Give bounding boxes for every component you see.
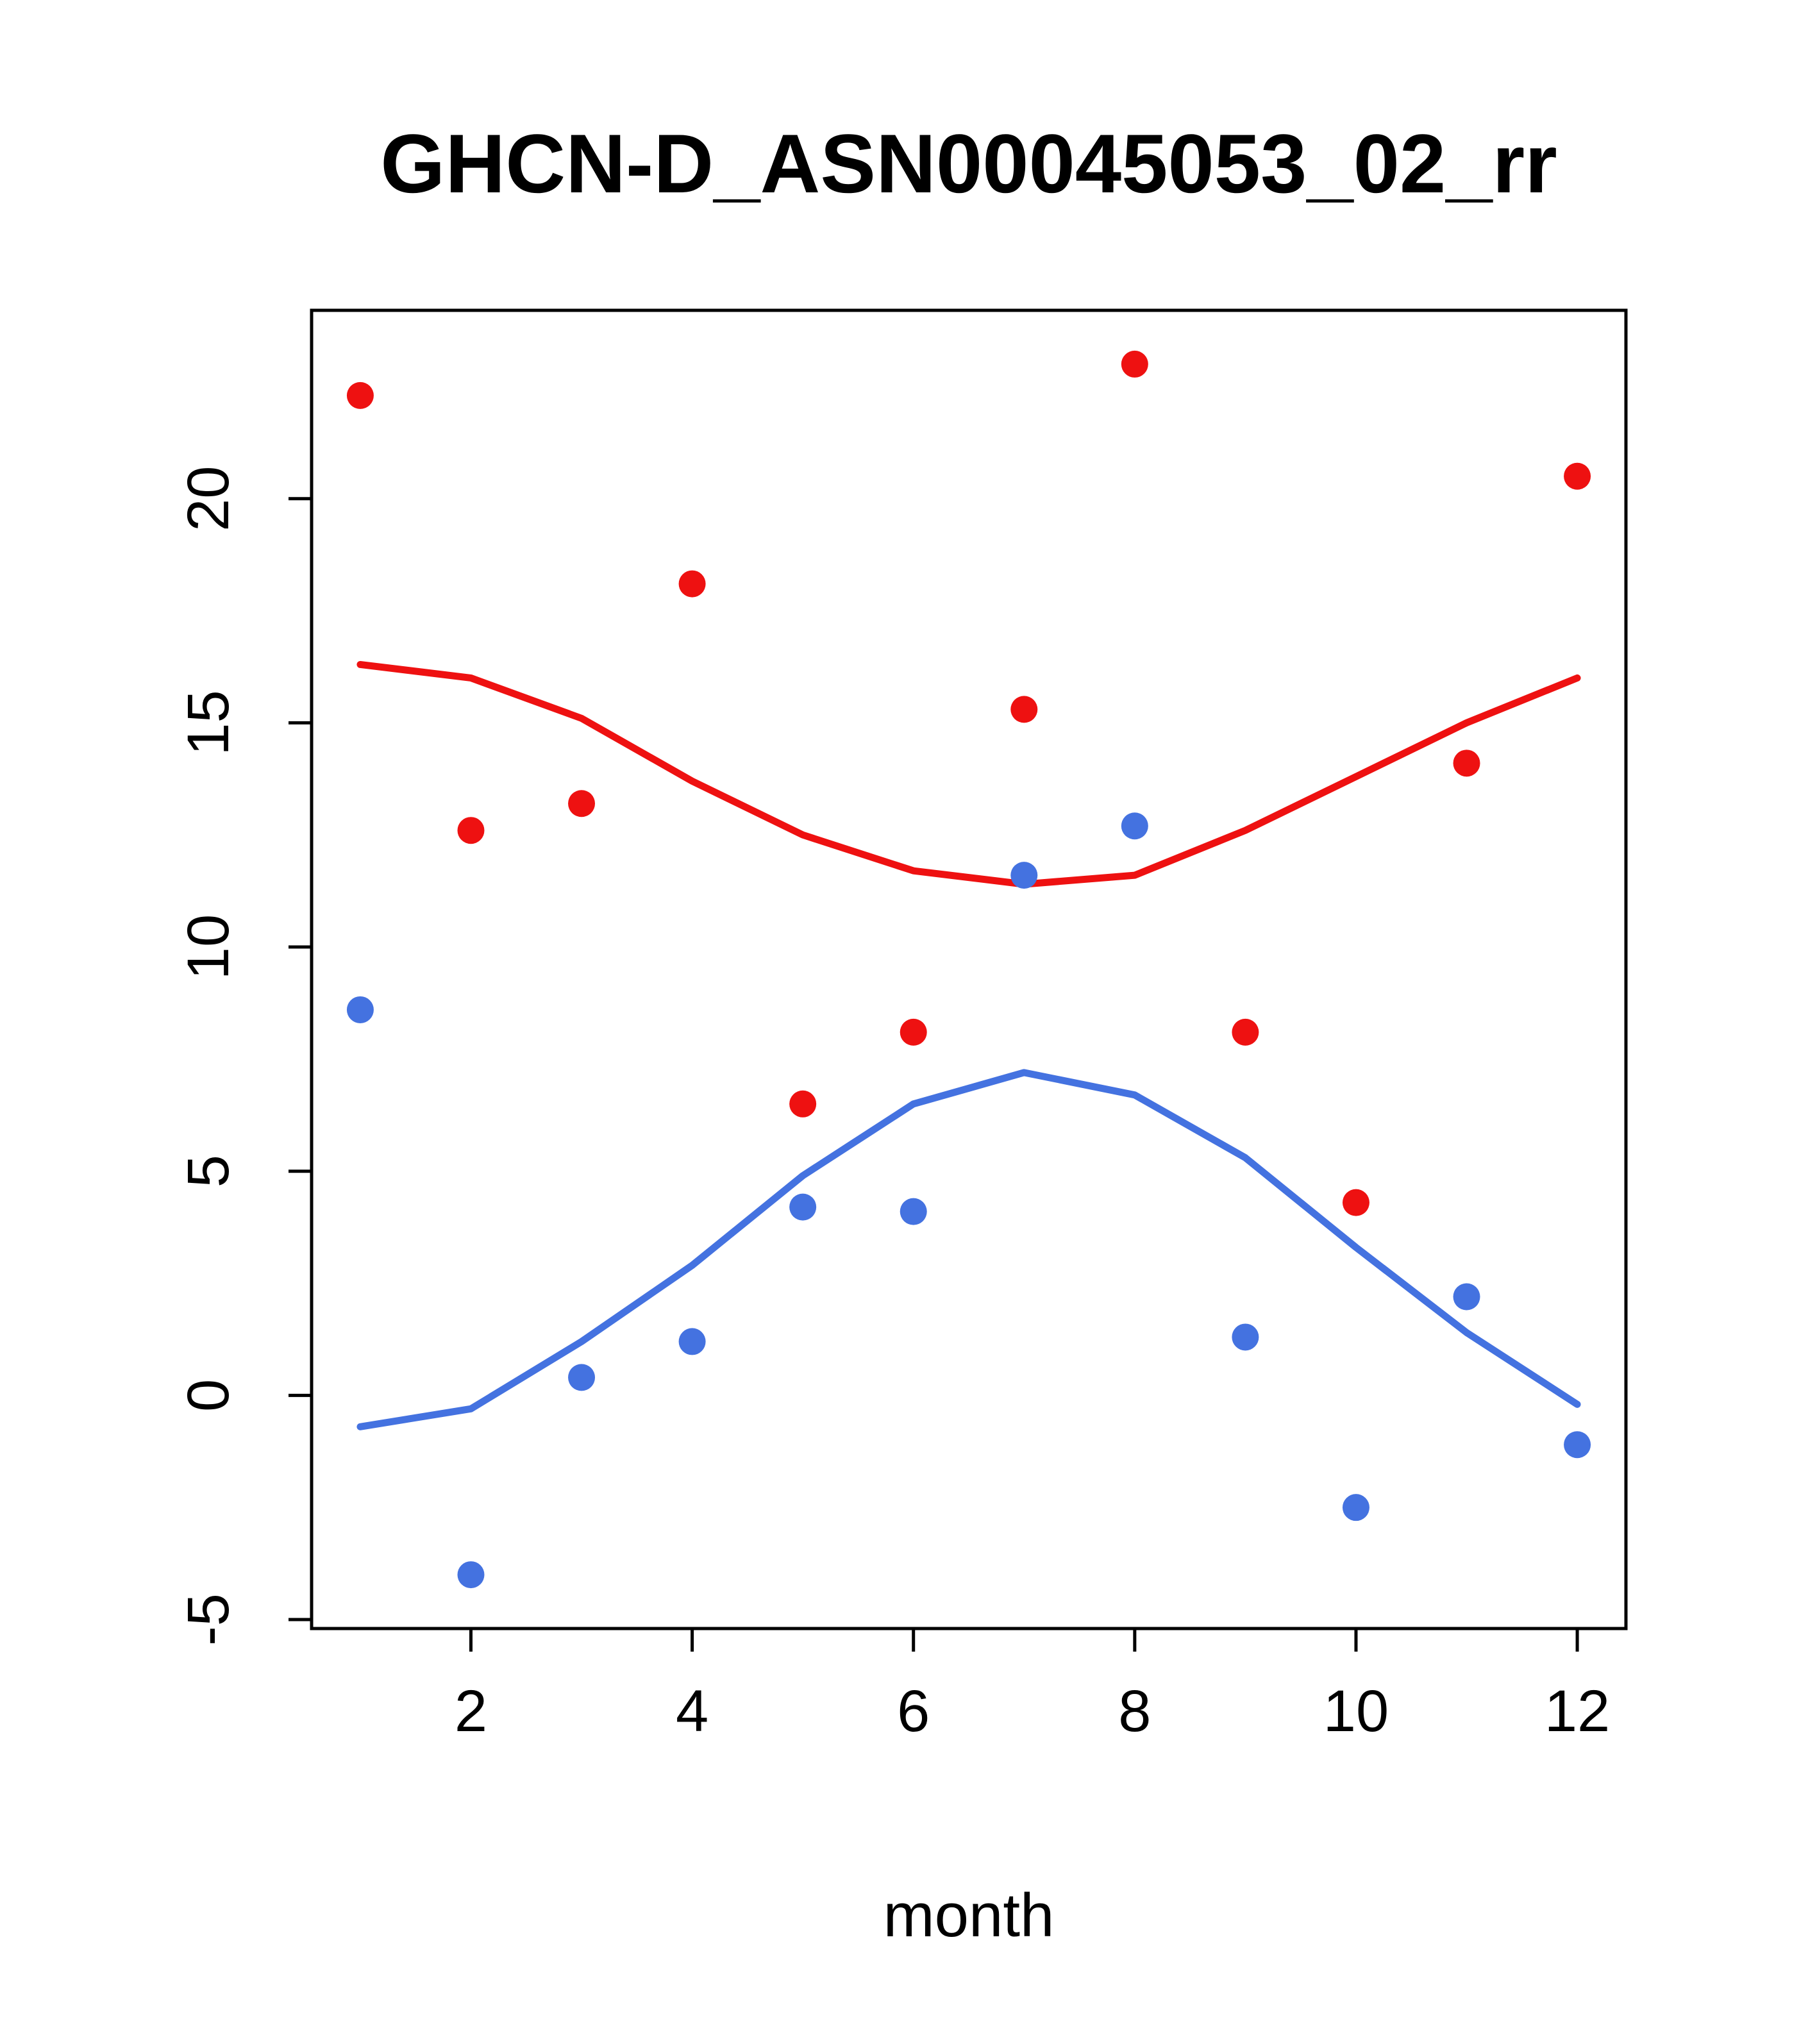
y-axis-tick-label: 10 bbox=[176, 914, 241, 980]
red-point-month-12 bbox=[1564, 462, 1591, 490]
red-point-month-4 bbox=[678, 570, 706, 598]
y-axis-tick-label: 5 bbox=[176, 1155, 241, 1187]
plot-area: 2 4 6 8 10 12 -5 0 5 10 15 20 bbox=[176, 308, 1628, 1744]
x-axis-tick-label: 4 bbox=[676, 1679, 708, 1744]
red-point-month-3 bbox=[568, 790, 596, 817]
blue-point-month-2 bbox=[457, 1561, 485, 1589]
red-point-month-2 bbox=[457, 817, 485, 844]
blue-point-month-12 bbox=[1564, 1431, 1591, 1459]
red-point-month-11 bbox=[1453, 750, 1480, 777]
x-axis-tick-label: 2 bbox=[455, 1679, 487, 1744]
blue-point-month-3 bbox=[568, 1364, 596, 1391]
blue-line-path bbox=[356, 1069, 1581, 1430]
red-point-month-7 bbox=[1010, 696, 1038, 723]
blue-point-month-11 bbox=[1453, 1283, 1480, 1311]
y-axis-tick-label: 15 bbox=[176, 690, 241, 755]
red-point-month-9 bbox=[1232, 1018, 1259, 1046]
blue-point-month-5 bbox=[789, 1193, 817, 1221]
chart-title: GHCN-D_ASN00045053_02_rr bbox=[380, 117, 1557, 210]
x-axis-tick-label: 6 bbox=[897, 1679, 930, 1744]
red-point-month-1 bbox=[346, 381, 374, 409]
blue-point-month-1 bbox=[346, 996, 374, 1023]
blue-point-month-9 bbox=[1232, 1323, 1259, 1351]
y-axis-tick-label: 20 bbox=[176, 466, 241, 532]
red-point-month-10 bbox=[1342, 1189, 1369, 1216]
x-axis-label: month bbox=[883, 1881, 1055, 1950]
blue-point-month-8 bbox=[1121, 812, 1148, 840]
red-line-path bbox=[356, 660, 1581, 888]
y-axis-tick-label: -5 bbox=[176, 1593, 241, 1646]
red-point-month-5 bbox=[789, 1090, 817, 1118]
red-point-month-8 bbox=[1121, 350, 1148, 378]
red-point-month-6 bbox=[900, 1018, 927, 1046]
blue-point-month-4 bbox=[678, 1328, 706, 1355]
y-axis-tick-label: 0 bbox=[176, 1379, 241, 1412]
plot-box bbox=[310, 308, 1628, 1630]
blue-point-month-7 bbox=[1010, 862, 1038, 889]
x-axis-tick-label: 12 bbox=[1545, 1679, 1610, 1744]
blue-point-month-10 bbox=[1342, 1494, 1369, 1521]
x-axis-tick-label: 8 bbox=[1118, 1679, 1151, 1744]
x-axis-tick-label: 10 bbox=[1323, 1679, 1389, 1744]
blue-point-month-6 bbox=[900, 1198, 927, 1225]
